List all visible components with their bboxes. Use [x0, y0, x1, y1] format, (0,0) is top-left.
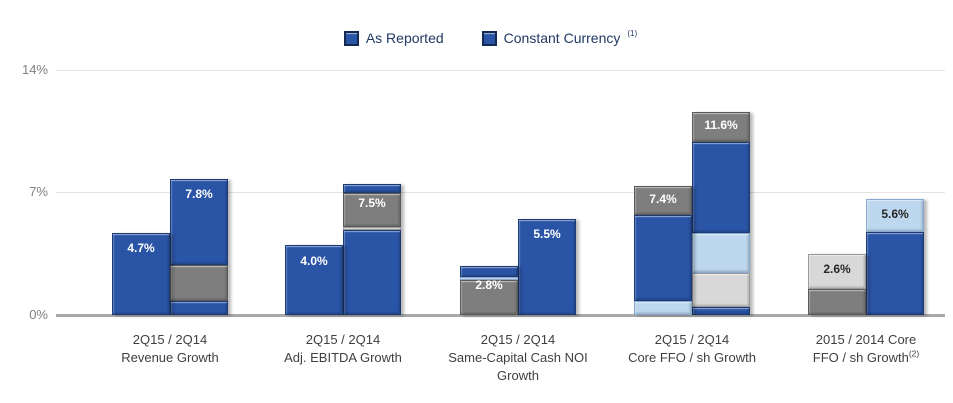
bar-segment-blue [692, 141, 750, 233]
bar-constant-currency-4: 5.6% [866, 198, 924, 315]
category-label-2: 2Q15 / 2Q14 Same-Capital Cash NOI Growth [448, 332, 588, 383]
bar-segment-silver [343, 226, 401, 231]
legend-item-as-reported: As Reported [343, 30, 444, 46]
bar-segment-blue [460, 266, 518, 278]
y-tick-7: 7% [29, 184, 48, 199]
bar-segment-silver [692, 273, 750, 308]
bar-value-label: 7.4% [649, 191, 677, 206]
bar-value-label: 2.6% [823, 261, 851, 276]
bar-segment-gray [460, 280, 518, 315]
bar-segment-silver [808, 253, 866, 289]
bar-value-label: 7.8% [185, 186, 213, 201]
bar-segment-lightblue [692, 232, 750, 273]
bar-segment-blue [692, 307, 750, 315]
category-footnote-superscript: (2) [908, 348, 920, 359]
gridline-7pct [56, 192, 945, 193]
y-tick-0: 0% [29, 307, 48, 322]
bar-segment-blue [343, 230, 401, 315]
bar-value-label: 5.6% [881, 206, 909, 221]
bar-value-label: 2.8% [475, 278, 503, 292]
bar-constant-currency-0: 7.8% [170, 178, 228, 315]
bar-segment-gray [634, 185, 692, 216]
bar-segment-gray [170, 265, 228, 301]
bar-segment-blue [112, 232, 170, 315]
bar-segment-blue [518, 218, 576, 315]
bar-constant-currency-2: 5.5% [518, 218, 576, 315]
bar-as-reported-1: 4.0% [285, 245, 343, 315]
y-tick-14: 14% [21, 62, 48, 77]
category-label-1: 2Q15 / 2Q14 Adj. EBITDA Growth [284, 332, 402, 365]
bar-value-label: 4.0% [300, 254, 328, 268]
bar-as-reported-4: 2.6% [808, 253, 866, 315]
bar-value-label: 4.7% [127, 240, 155, 255]
bar-constant-currency-1: 7.5% [343, 183, 401, 315]
bar-segment-lightblue [866, 198, 924, 232]
legend-swatch-icon [481, 31, 497, 46]
bar-as-reported-0: 4.7% [112, 232, 170, 315]
legend-label: As Reported [365, 30, 444, 46]
bar-segment-blue [170, 178, 228, 266]
x-axis-line [56, 314, 945, 317]
bar-constant-currency-3: 11.6% [692, 112, 750, 315]
legend-label: Constant Currency [503, 30, 621, 46]
bar-value-label: 11.6% [704, 118, 738, 132]
bar-value-label: 7.5% [358, 195, 386, 210]
gridline-14pct [56, 70, 945, 71]
bar-segment-blue [866, 231, 924, 315]
bar-segment-blue [285, 245, 343, 315]
bar-segment-blue [343, 183, 401, 194]
bar-segment-gray [692, 112, 750, 142]
bar-as-reported-2: 2.8% [460, 266, 518, 315]
bar-as-reported-3: 7.4% [634, 185, 692, 315]
category-label-4: 2015 / 2014 Core FFO / sh Growth(2) [812, 332, 920, 365]
category-label-3: 2Q15 / 2Q14 Core FFO / sh Growth [628, 332, 756, 365]
category-label-0: 2Q15 / 2Q14 Revenue Growth [121, 332, 219, 365]
legend-swatch-icon [343, 31, 359, 46]
chart-legend: As Reported Constant Currency (1) [14, 30, 953, 46]
bar-segment-blue [170, 301, 228, 315]
bar-segment-gray [343, 193, 401, 227]
bar-segment-lightblue [634, 301, 692, 315]
legend-footnote-superscript: (1) [627, 29, 638, 38]
bar-segment-gray [808, 288, 866, 315]
bar-value-label: 5.5% [533, 226, 561, 241]
bar-segment-blue [634, 215, 692, 301]
bar-segment-lightblue [460, 277, 518, 280]
legend-item-constant-currency: Constant Currency (1) [481, 29, 638, 46]
